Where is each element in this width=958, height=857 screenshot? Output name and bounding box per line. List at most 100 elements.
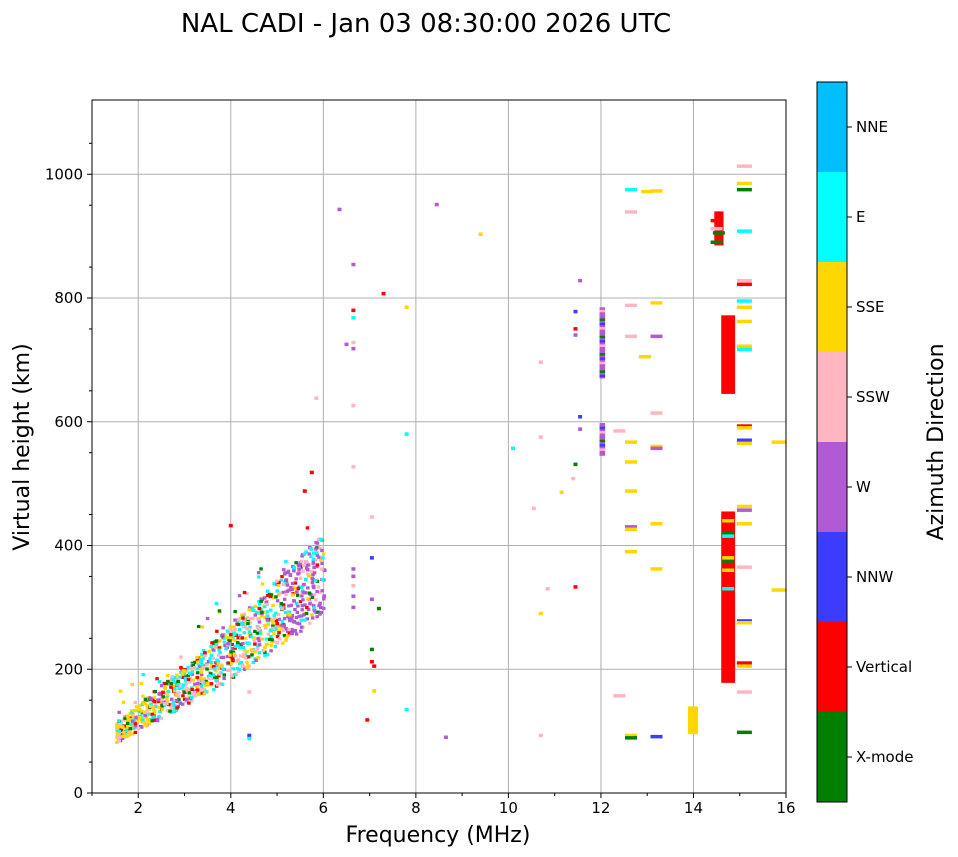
cluster-point (189, 667, 193, 671)
cluster-point (231, 659, 235, 663)
colorbar-label: E (856, 208, 865, 226)
cluster-point (177, 698, 181, 702)
cluster-point (115, 735, 119, 739)
cluster-point (238, 616, 243, 620)
cluster-point (179, 665, 183, 670)
cluster-point (190, 672, 195, 676)
cluster-point (269, 644, 273, 648)
echo-stripe (599, 340, 606, 343)
echo-point (228, 523, 233, 528)
cluster-point (186, 677, 191, 682)
cluster-point (199, 659, 203, 663)
cluster-point (199, 670, 204, 674)
cluster-point (218, 639, 222, 643)
cluster-point (143, 720, 147, 724)
cluster-point (292, 566, 296, 570)
cluster-point (284, 636, 289, 640)
cluster-point (174, 699, 179, 703)
cluster-point (209, 666, 214, 671)
cluster-point (309, 554, 313, 559)
cluster-point (241, 616, 245, 620)
cluster-point (275, 640, 279, 644)
echo-point (650, 334, 663, 339)
cluster-point (123, 716, 127, 720)
cluster-point (269, 649, 273, 653)
cluster-point (247, 630, 252, 634)
echo-point (650, 301, 663, 305)
colorbar-label: W (856, 478, 871, 496)
cluster-point (246, 616, 251, 620)
cluster-point (290, 629, 294, 634)
cluster-point (156, 698, 161, 702)
cluster-point (256, 637, 260, 641)
echo-stripe (599, 374, 606, 378)
cluster-point (207, 649, 211, 653)
cluster-point (115, 734, 119, 738)
cluster-point (238, 654, 243, 658)
cluster-point (286, 633, 290, 638)
cluster-point (130, 719, 135, 723)
echo-bar (599, 307, 606, 379)
cluster-point (259, 567, 263, 571)
echo-stripe (599, 318, 606, 321)
echo-point (625, 525, 637, 529)
cluster-point (202, 677, 206, 681)
cluster-point (245, 650, 249, 654)
cluster-point (299, 618, 303, 622)
cluster-point (245, 627, 249, 631)
cluster-point (272, 582, 276, 586)
echo-point (722, 519, 735, 523)
colorbar-label: NNE (856, 118, 888, 136)
cluster-point (258, 629, 263, 633)
cluster-point (320, 589, 324, 593)
echo-point (736, 319, 752, 324)
cluster-point (152, 715, 156, 719)
cluster-point (176, 679, 180, 683)
echo-point (710, 240, 723, 244)
cluster-point (178, 675, 182, 679)
colorbar-label: X-mode (856, 748, 913, 766)
echo-point (650, 189, 663, 193)
cluster-point (197, 692, 201, 697)
echo-cluster (115, 526, 327, 744)
cluster-point (209, 682, 214, 686)
cluster-point (287, 628, 291, 632)
colorbar-frame (816, 81, 848, 803)
cluster-point (214, 669, 218, 673)
cluster-point (272, 616, 276, 620)
cluster-point (195, 658, 200, 662)
cluster-point (233, 632, 237, 636)
echo-stripe (599, 309, 606, 313)
cluster-point (233, 610, 237, 614)
cluster-point (257, 643, 261, 647)
y-axis: 0 200 400 600 800 1000 (45, 142, 92, 802)
cluster-point (253, 629, 257, 633)
cluster-point (295, 593, 300, 597)
echo-point (404, 305, 409, 309)
cluster-point (223, 643, 227, 648)
cluster-point (284, 578, 289, 582)
echo-point (736, 305, 752, 309)
cluster-point (182, 672, 186, 676)
cluster-point (164, 682, 169, 686)
cluster-point (200, 667, 204, 671)
cluster-point (282, 624, 286, 628)
cluster-point (295, 610, 300, 614)
cluster-point (140, 703, 145, 707)
cluster-point (151, 705, 155, 709)
cluster-point (253, 642, 257, 646)
cluster-point (274, 611, 278, 615)
cluster-point (207, 683, 212, 687)
cluster-point (283, 610, 288, 614)
cluster-point (322, 595, 326, 599)
echo-point (372, 664, 377, 668)
cluster-point (209, 664, 214, 668)
cluster-point (145, 710, 149, 714)
cluster-point (185, 689, 190, 693)
cluster-point (295, 590, 299, 594)
cluster-point (281, 641, 285, 645)
cluster-point (143, 722, 148, 726)
cluster-point (270, 618, 274, 623)
echo-point (538, 360, 543, 364)
